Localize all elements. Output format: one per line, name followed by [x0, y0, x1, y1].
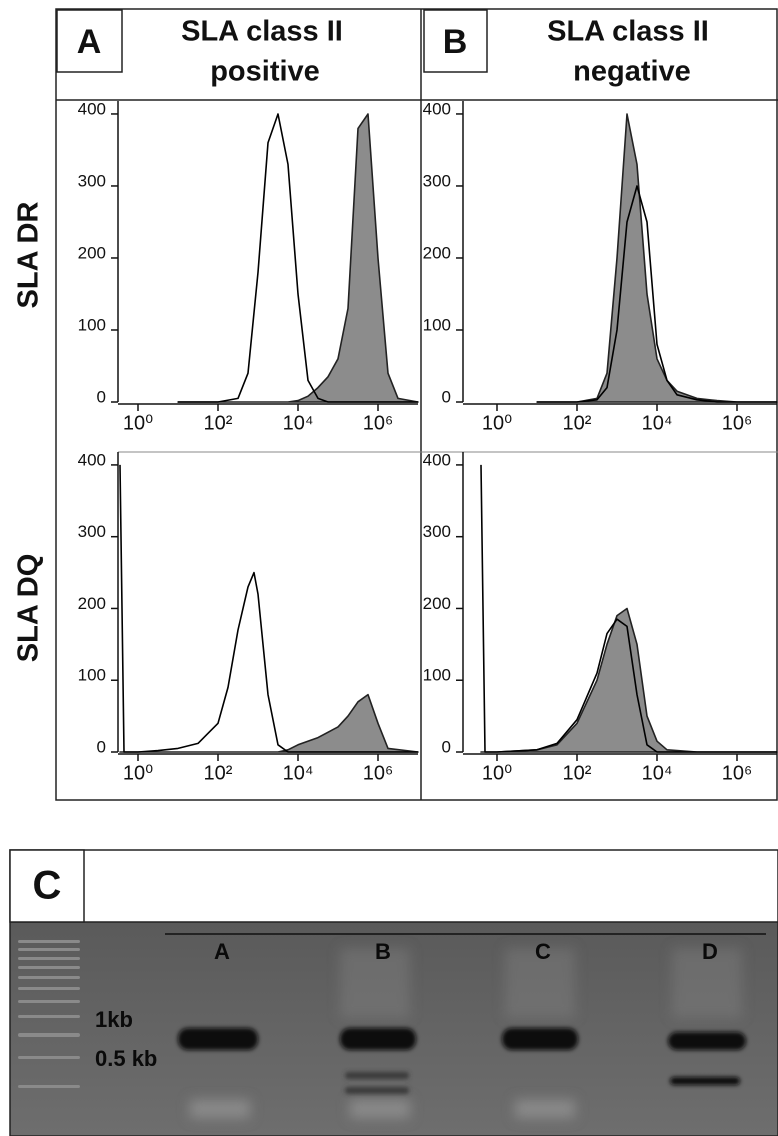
lane-label: D [702, 939, 718, 964]
x-tick-label: 10⁴ [642, 412, 673, 434]
x-tick-label: 10⁴ [283, 762, 314, 784]
y-tick-label: 0 [442, 387, 451, 406]
ladder [18, 940, 80, 1088]
histogram [537, 185, 777, 403]
y-tick-label: 400 [78, 99, 106, 118]
panel-letter: C [33, 864, 62, 908]
histogram [178, 113, 418, 403]
lane-label: C [535, 939, 551, 964]
y-tick-label: 300 [78, 522, 106, 541]
y-tick-label: 200 [423, 594, 451, 613]
lane-label: B [375, 939, 391, 964]
letter-box [423, 9, 488, 73]
x-tick-label: 10² [563, 762, 592, 784]
panel-letter: A [77, 23, 102, 61]
y-tick-label: 300 [423, 171, 451, 190]
x-tick-label: 10⁰ [482, 412, 512, 434]
histogram-plot: 0 100 200 300 400 10⁰ 10² 10⁴ 10⁶ [78, 99, 419, 434]
histogram-plot: 0 100 200 300 400 10⁰ 10² 10⁴ 10⁶ [78, 450, 419, 784]
y-tick-label: 300 [423, 522, 451, 541]
y-tick-label: 100 [423, 315, 451, 334]
histogram [119, 464, 418, 753]
histogram [480, 607, 778, 753]
y-tick-label: 100 [78, 315, 106, 334]
size-marker: 0.5 kb [95, 1046, 157, 1071]
y-tick-label: 100 [78, 666, 106, 685]
y-tick-label: 0 [442, 737, 451, 756]
y-tick-label: 400 [78, 450, 106, 469]
y-tick-label: 300 [78, 171, 106, 190]
letter-box [56, 9, 123, 73]
y-tick-label: 100 [423, 666, 451, 685]
x-tick-label: 10⁶ [363, 412, 393, 434]
x-tick-label: 10⁰ [482, 762, 512, 784]
y-tick-label: 0 [97, 387, 106, 406]
x-tick-label: 10⁶ [363, 762, 393, 784]
x-tick-label: 10⁶ [722, 412, 752, 434]
x-tick-label: 10⁰ [123, 762, 153, 784]
panel-title: SLA class II [181, 16, 343, 48]
y-tick-label: 400 [423, 450, 451, 469]
band [178, 1028, 746, 1085]
smear [190, 948, 742, 1118]
x-tick-label: 10² [204, 412, 233, 434]
y-tick-label: 200 [78, 594, 106, 613]
panel-title: positive [210, 56, 320, 88]
histogram-plot: 0 100 200 300 400 10⁰ 10² 10⁴ 10⁶ [423, 99, 778, 434]
x-tick-label: 10² [563, 412, 592, 434]
lane-label: A [214, 939, 230, 964]
x-tick-label: 10⁴ [283, 412, 314, 434]
gel-panel: C [9, 849, 778, 1136]
panel-title: negative [573, 56, 691, 88]
faint-band [345, 1072, 409, 1094]
panel-title: SLA class II [547, 16, 709, 48]
row-label: SLA DQ [13, 554, 45, 662]
letter-box [9, 849, 85, 923]
x-tick-label: 10² [204, 762, 233, 784]
x-tick-label: 10⁰ [123, 412, 153, 434]
panel-letter: B [443, 23, 468, 61]
y-tick-label: 0 [97, 737, 106, 756]
histogram [119, 693, 419, 753]
histogram [480, 464, 777, 753]
x-tick-label: 10⁴ [642, 762, 673, 784]
histogram [536, 113, 778, 403]
panel-frame [9, 849, 778, 1136]
x-tick-label: 10⁶ [722, 762, 752, 784]
row-label: SLA DR [13, 202, 45, 309]
y-tick-label: 400 [423, 99, 451, 118]
histogram [177, 113, 419, 403]
histogram-plot: 0 100 200 300 400 10⁰ 10² 10⁴ 10⁶ [423, 450, 778, 784]
y-tick-label: 200 [423, 243, 451, 262]
size-marker: 1kb [95, 1007, 133, 1032]
y-tick-label: 200 [78, 243, 106, 262]
